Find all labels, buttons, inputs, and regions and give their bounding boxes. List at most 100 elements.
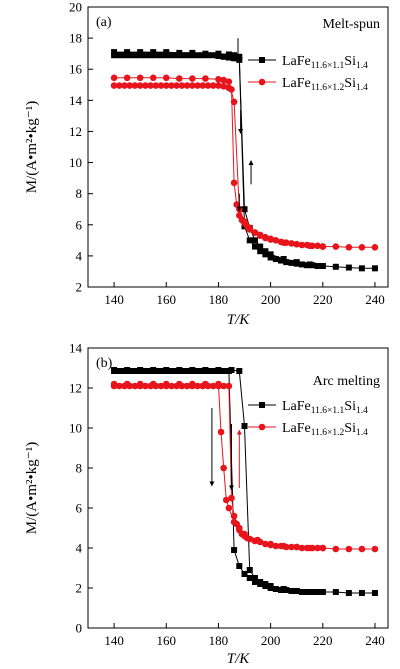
x-tick-label: 160 [157,633,177,648]
data-point [178,382,186,390]
axis-ticks: 140 160 180 200 220 240 0 2 4 6 8 10 12 14 [69,341,385,649]
y-tick-label: 4 [76,248,83,263]
data-point [283,587,290,593]
data-point [163,52,170,59]
data-point [231,55,238,62]
data-point [298,261,305,268]
x-tick-label: 200 [261,633,281,648]
data-point [189,382,196,390]
data-point [319,544,327,552]
data-point [220,464,227,472]
data-point [319,243,327,250]
plot-frame [87,347,389,629]
x-tick-label: 240 [365,292,385,307]
data-point [319,589,326,595]
data-point [131,368,138,374]
data-point [137,368,144,374]
data-point [121,82,128,89]
data-point [262,248,269,255]
transition-arrows [235,38,254,212]
data-point [176,75,183,82]
data-point [142,82,149,89]
data-point [215,382,222,390]
x-tick-label: 180 [209,633,229,648]
data-point [126,52,133,59]
data-point [225,51,232,58]
data-point [298,241,306,249]
series-group [110,367,379,596]
data-point [225,368,232,374]
data-point [184,368,191,374]
data-point [215,82,222,89]
data-point [220,53,227,60]
y-tick-label: 0 [76,621,83,636]
data-point [215,53,222,59]
x-axis-label: T/K [227,312,251,328]
y-tick-label: 6 [76,217,83,232]
data-point [178,82,186,89]
data-point [267,251,274,258]
data-point [209,382,217,390]
data-point [314,242,321,250]
data-point [332,263,339,270]
data-point [162,382,170,390]
x-tick-label: 140 [104,292,124,307]
data-point [293,588,300,594]
data-point [228,86,235,93]
chart-panel-a: 140 160 180 200 220 240 2 4 6 8 10 12 14 16 18 20 (a) M… [24,0,389,328]
data-point [126,382,134,390]
x-axis-label: T/K [227,651,251,667]
data-point [142,368,149,374]
y-tick-label: 4 [76,541,83,556]
data-point [246,567,253,573]
data-point [298,544,306,552]
data-point [168,82,175,89]
data-point [256,231,264,239]
data-point [225,504,233,512]
data-point [189,368,196,374]
legend-label: LaFe11.6×1.2Si1.4 [282,421,368,438]
data-point [241,206,248,213]
data-point [116,82,123,89]
data-point [137,52,144,59]
data-point [233,520,240,528]
panel-label: (a) [96,15,112,30]
data-point [309,242,316,250]
data-point [288,588,295,594]
data-point [183,382,191,390]
y-tick-label: 12 [69,124,82,139]
data-point [189,75,196,82]
data-point [228,494,235,502]
data-point [163,368,170,374]
data-point [178,368,185,374]
data-point [121,382,128,390]
data-point [116,368,123,374]
data-point [304,589,311,595]
data-point [332,545,340,553]
data-point [110,382,118,390]
y-tick-label: 14 [69,93,83,108]
data-point [246,535,254,543]
data-point [251,575,258,581]
legend-marker [258,423,266,431]
data-point [121,52,128,59]
data-point [168,52,175,59]
data-point [257,581,264,587]
data-point [199,82,207,89]
data-point [236,368,243,374]
data-point [116,382,123,390]
data-point [126,368,133,374]
data-point [236,56,243,63]
data-point [124,49,131,56]
data-point [272,542,280,550]
y-tick-label: 10 [69,421,82,436]
data-point [278,587,285,593]
data-point [220,83,227,90]
data-point [205,52,211,59]
data-point [173,52,180,59]
x-tick-label: 160 [157,292,177,307]
data-point [293,240,300,248]
legend-marker [258,78,266,86]
data-point [231,52,238,59]
data-point [358,545,366,553]
